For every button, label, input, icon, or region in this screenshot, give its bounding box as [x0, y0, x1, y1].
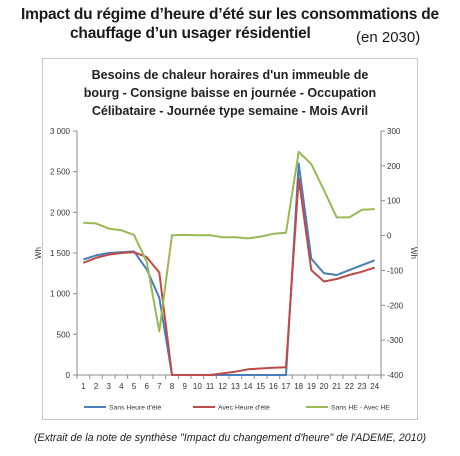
header-line-1: Impact du régime d’heure d’été sur les c…	[21, 6, 439, 23]
header-line-2: chauffage d’un usager résidentiel	[70, 25, 311, 42]
y-tick-label-left: 2 500	[50, 168, 71, 177]
y-axis-label-left: Wh	[34, 247, 43, 259]
chart-title-line-1: Besoins de chaleur horaires d'un immeubl…	[91, 68, 369, 82]
x-tick-label: 4	[119, 382, 124, 391]
x-tick-label: 22	[345, 382, 354, 391]
x-tick-label: 14	[244, 382, 253, 391]
y-tick-label-left: 2 000	[50, 208, 71, 217]
source-caption: (Extrait de la note de synthèse "Impact …	[34, 432, 426, 444]
y-tick-label-right: 100	[387, 197, 401, 206]
x-tick-label: 11	[206, 382, 215, 391]
series-line-2	[82, 177, 376, 376]
y-tick-label-right: 200	[387, 162, 401, 171]
x-tick-label: 24	[370, 382, 379, 391]
chart-frame	[42, 58, 418, 420]
x-tick-label: 8	[170, 382, 175, 391]
x-tick-label: 16	[269, 382, 278, 391]
x-tick-label: 18	[294, 382, 303, 391]
y-tick-label-left: 1 000	[50, 290, 71, 299]
x-tick-label: 10	[193, 382, 202, 391]
legend-label-1: Sans Heure d'été	[109, 405, 162, 412]
y-tick-label-right: -100	[387, 266, 404, 275]
legend-label-3: Sans HE - Avec HE	[331, 405, 390, 412]
x-tick-label: 17	[282, 382, 291, 391]
y-tick-label-left: 1 500	[50, 249, 71, 258]
x-tick-label: 15	[256, 382, 265, 391]
header-note: (en 2030)	[356, 29, 421, 46]
y-tick-label-right: -200	[387, 301, 404, 310]
x-tick-label: 3	[106, 382, 111, 391]
x-tick-label: 20	[320, 382, 329, 391]
x-tick-label: 21	[332, 382, 341, 391]
y-tick-label-left: 3 000	[50, 127, 71, 136]
x-tick-label: 5	[132, 382, 137, 391]
x-tick-label: 9	[182, 382, 187, 391]
series-line-1	[82, 162, 376, 376]
y-tick-label-right: -400	[387, 371, 404, 380]
x-tick-label: 23	[358, 382, 367, 391]
y-axis-label-right: Wh	[409, 247, 418, 259]
x-tick-label: 12	[218, 382, 227, 391]
y-tick-label-left: 500	[57, 330, 71, 339]
x-tick-label: 6	[144, 382, 149, 391]
y-tick-label-right: 0	[387, 232, 392, 241]
x-tick-label: 19	[307, 382, 316, 391]
y-tick-label-right: -300	[387, 336, 404, 345]
x-tick-label: 2	[94, 382, 99, 391]
y-tick-label-right: 300	[387, 127, 401, 136]
chart-title: Besoins de chaleur horaires d'un immeubl…	[44, 66, 416, 120]
x-tick-label: 13	[231, 382, 240, 391]
chart-title-line-2: bourg - Consigne baisse en journée - Occ…	[83, 86, 377, 100]
y-tick-label-left: 0	[66, 371, 71, 380]
chart-title-line-3: Célibataire - Journée type semaine - Moi…	[91, 104, 369, 118]
x-tick-label: 7	[157, 382, 162, 391]
series-line-3	[83, 150, 375, 333]
x-tick-label: 1	[81, 382, 86, 391]
legend-label-2: Avec Heure d'été	[218, 405, 270, 412]
